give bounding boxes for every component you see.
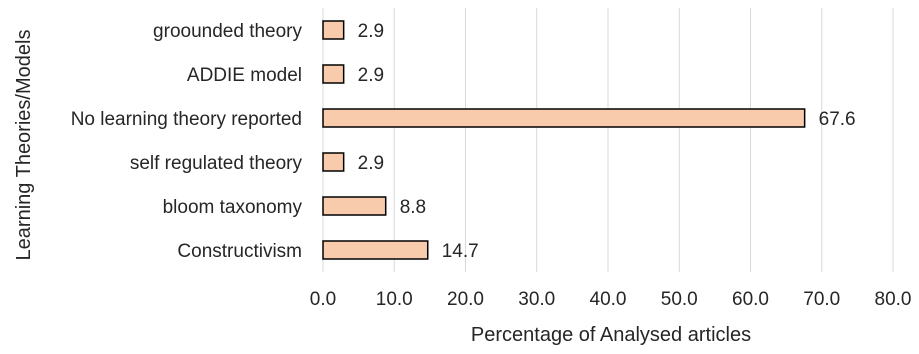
x-tick-label: 0.0	[310, 289, 336, 310]
x-tick-label: 30.0	[518, 289, 555, 310]
category-label-layer: groounded theory ADDIE model No learning t…	[71, 21, 303, 262]
y-axis-title: Learning Theories/Models	[13, 30, 35, 261]
x-tick-label: 40.0	[590, 289, 627, 310]
tick-label-layer: 0.0 10.0 20.0 30.0 40.0 50.0 60.0 70.0 80.0	[310, 289, 912, 310]
bar	[322, 108, 806, 128]
category-label: ADDIE model	[187, 65, 302, 86]
bar	[322, 240, 429, 260]
bar	[322, 196, 387, 216]
x-tick-label: 70.0	[803, 289, 840, 310]
data-label: 2.9	[358, 21, 384, 42]
category-label: Constructivism	[177, 241, 302, 262]
x-tick-label: 20.0	[447, 289, 484, 310]
category-label: groounded theory	[153, 21, 302, 42]
bar	[322, 64, 345, 84]
x-tick-label: 60.0	[732, 289, 769, 310]
bar	[322, 20, 345, 40]
bar	[322, 152, 345, 172]
x-tick-label: 50.0	[661, 289, 698, 310]
data-label: 67.6	[819, 109, 856, 130]
data-label: 14.7	[442, 241, 479, 262]
bar-layer	[322, 20, 806, 260]
data-label: 2.9	[358, 65, 384, 86]
category-label: bloom taxonomy	[163, 197, 303, 218]
value-label-layer: 2.9 2.9 67.6 2.9 8.8 14.7	[358, 21, 856, 262]
data-label: 8.8	[400, 197, 426, 218]
x-tick-label: 10.0	[376, 289, 413, 310]
category-label: No learning theory reported	[71, 109, 302, 130]
grid-layer	[322, 8, 894, 272]
x-axis-title: Percentage of Analysed articles	[471, 324, 751, 346]
x-tick-label: 80.0	[875, 289, 912, 310]
data-label: 2.9	[358, 153, 384, 174]
category-label: self regulated theory	[130, 153, 303, 174]
